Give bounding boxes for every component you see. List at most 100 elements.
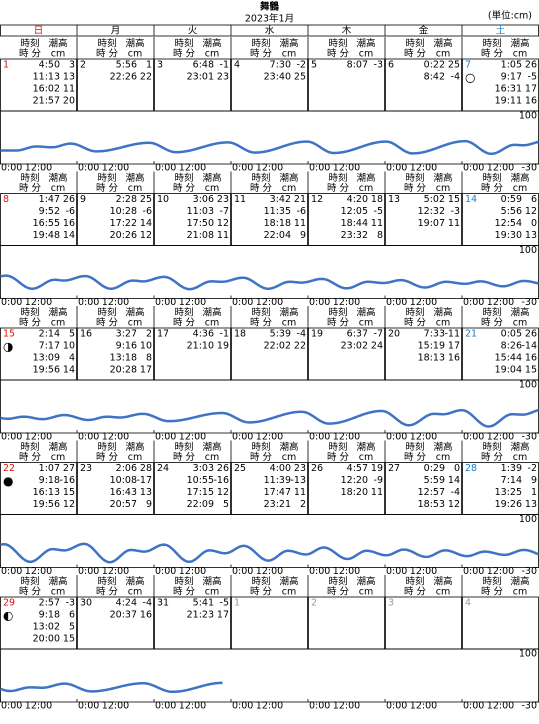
col-label: 潮高 xyxy=(202,441,221,453)
tide-height: 16 xyxy=(525,353,537,364)
tide-time: 7:30 xyxy=(270,60,291,71)
tide-height: 9 xyxy=(146,499,152,510)
tide-time: 20:57 xyxy=(110,499,137,510)
day-number: 29 xyxy=(3,598,15,609)
cell xyxy=(231,596,308,650)
x-tick-label: 0:00 xyxy=(309,566,330,577)
tide-time: 4:20 xyxy=(347,194,368,205)
day-number: 28 xyxy=(465,463,477,474)
tide-height: 9 xyxy=(531,475,537,486)
x-tick-label: 12:00 xyxy=(256,297,283,308)
tide-time: 17:15 xyxy=(187,487,214,498)
col-label: cm xyxy=(282,49,296,60)
tide-time: 0:59 xyxy=(501,194,522,205)
x-tick-label: 0:00 xyxy=(309,163,330,174)
col-label: 時刻 xyxy=(251,441,270,453)
tide-height: -6 xyxy=(66,206,75,217)
day-number: 15 xyxy=(3,329,15,340)
tide-time: 2:06 xyxy=(116,463,137,474)
col-label: 時 分 xyxy=(19,183,42,194)
x-tick-label: 12:00 xyxy=(25,566,52,577)
tide-height: 12 xyxy=(217,218,229,229)
x-tick-label: 0:00 xyxy=(155,566,176,577)
x-tick-label: 0:00 xyxy=(463,297,484,308)
tide-height: 26 xyxy=(63,194,75,205)
col-label: 潮高 xyxy=(279,441,298,453)
col-label: 潮高 xyxy=(48,307,67,319)
tide-time: 13:18 xyxy=(110,353,137,364)
tide-curve xyxy=(0,274,539,291)
day-number: 17 xyxy=(157,329,169,340)
tide-height: 26 xyxy=(525,329,537,340)
tide-time: 10:08 xyxy=(110,475,137,486)
tide-height: 16 xyxy=(140,610,152,621)
x-tick-label: 0:00 xyxy=(78,432,99,443)
x-tick-label: 0:00 xyxy=(1,701,22,712)
tide-height: 5 xyxy=(223,499,229,510)
col-label: cm xyxy=(436,587,450,598)
tide-time: 0:29 xyxy=(424,463,445,474)
tide-time: 5:39 xyxy=(270,329,291,340)
y-tick-label: 100 xyxy=(519,514,537,525)
tide-height: -3 xyxy=(66,598,75,609)
tide-time: 20:00 xyxy=(33,634,60,645)
col-label: 時 分 xyxy=(173,587,196,598)
day-number: 16 xyxy=(80,329,92,340)
tide-time: 15:44 xyxy=(495,353,522,364)
tide-height: 4 xyxy=(69,353,75,364)
col-label: 時 分 xyxy=(481,49,504,60)
tide-height: 12 xyxy=(140,230,152,241)
graph-bg xyxy=(0,648,539,703)
tide-time: 21:23 xyxy=(187,610,214,621)
col-label: 潮高 xyxy=(433,38,452,50)
tide-curve xyxy=(0,542,539,564)
tide-time: 20:28 xyxy=(110,365,137,376)
x-tick-label: 0:00 xyxy=(1,432,22,443)
day-number: 3 xyxy=(388,598,394,609)
tide-height: -1 xyxy=(220,60,229,71)
graph-bg xyxy=(0,379,539,434)
col-label: 潮高 xyxy=(279,38,298,50)
tide-height: 13 xyxy=(63,72,75,83)
col-label: 時刻 xyxy=(251,172,270,184)
x-tick-label: 0:00 xyxy=(155,432,176,443)
tide-height: 16 xyxy=(448,353,460,364)
col-label: 時刻 xyxy=(328,172,347,184)
tide-time: 23:02 xyxy=(341,341,368,352)
col-label: 時刻 xyxy=(20,441,39,453)
tide-time: 17:50 xyxy=(187,218,214,229)
tide-time: 19:56 xyxy=(33,499,60,510)
day-number: 10 xyxy=(157,194,169,205)
x-tick-label: 12:00 xyxy=(333,297,360,308)
tide-height: 19 xyxy=(217,341,229,352)
tide-curve xyxy=(0,139,539,156)
tide-height: 8 xyxy=(377,230,383,241)
tide-time: 12:54 xyxy=(495,218,522,229)
col-label: 潮高 xyxy=(510,441,529,453)
col-label: 時刻 xyxy=(97,576,116,588)
x-tick-label: 0:00 xyxy=(463,566,484,577)
tide-time: 9:18 xyxy=(39,610,60,621)
weekday: 火 xyxy=(188,26,198,37)
col-label: cm xyxy=(51,318,65,329)
day-number: 26 xyxy=(311,463,323,474)
col-label: 時 分 xyxy=(404,452,427,463)
tide-curve xyxy=(0,408,539,428)
weekday: 月 xyxy=(111,26,121,37)
x-tick-label: 12:00 xyxy=(410,566,437,577)
tide-height: 19 xyxy=(371,463,383,474)
x-tick-label: 12:00 xyxy=(179,701,206,712)
col-label: cm xyxy=(51,49,65,60)
day-number: 25 xyxy=(234,463,246,474)
col-label: 時刻 xyxy=(174,38,193,50)
x-tick-label: 0:00 xyxy=(232,701,253,712)
x-tick-label: 0:00 xyxy=(386,297,407,308)
tide-height: 16 xyxy=(63,218,75,229)
weekday: 金 xyxy=(419,25,429,37)
col-label: 潮高 xyxy=(356,172,375,184)
x-tick-label: 12:00 xyxy=(179,432,206,443)
tide-time: 16:02 xyxy=(33,84,60,95)
col-label: cm xyxy=(359,183,373,194)
tide-height: 11 xyxy=(217,230,229,241)
tide-time: 23:01 xyxy=(187,72,214,83)
